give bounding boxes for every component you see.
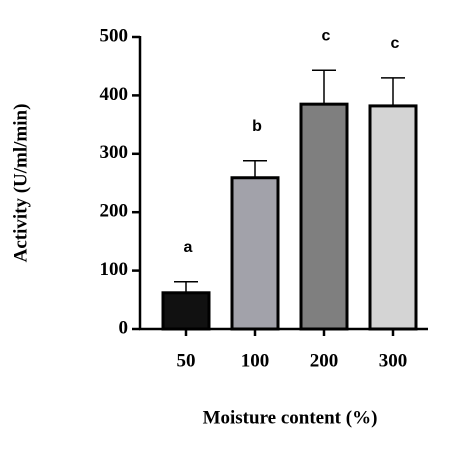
significance-letter: c [391, 35, 400, 52]
y-tick-label: 100 [100, 259, 129, 280]
y-tick-label: 0 [119, 317, 129, 338]
x-tick-label: 50 [177, 350, 196, 371]
y-tick-label: 200 [100, 201, 129, 222]
significance-letter: c [322, 28, 331, 45]
y-tick-label: 500 [100, 25, 129, 46]
bar [299, 102, 349, 331]
x-tick-label: 300 [379, 350, 408, 371]
x-axis-title: Moisture content (%) [203, 407, 378, 428]
significance-letter: b [252, 118, 262, 135]
bar [230, 176, 280, 331]
y-tick-label: 300 [100, 142, 129, 163]
significance-letter: a [184, 239, 193, 256]
bar [161, 291, 211, 331]
bar [368, 104, 418, 331]
y-tick-label: 400 [100, 84, 129, 105]
x-tick-label: 100 [241, 350, 270, 371]
y-axis-title: Activity (U/ml/min) [10, 104, 31, 263]
x-tick-label: 200 [310, 350, 339, 371]
